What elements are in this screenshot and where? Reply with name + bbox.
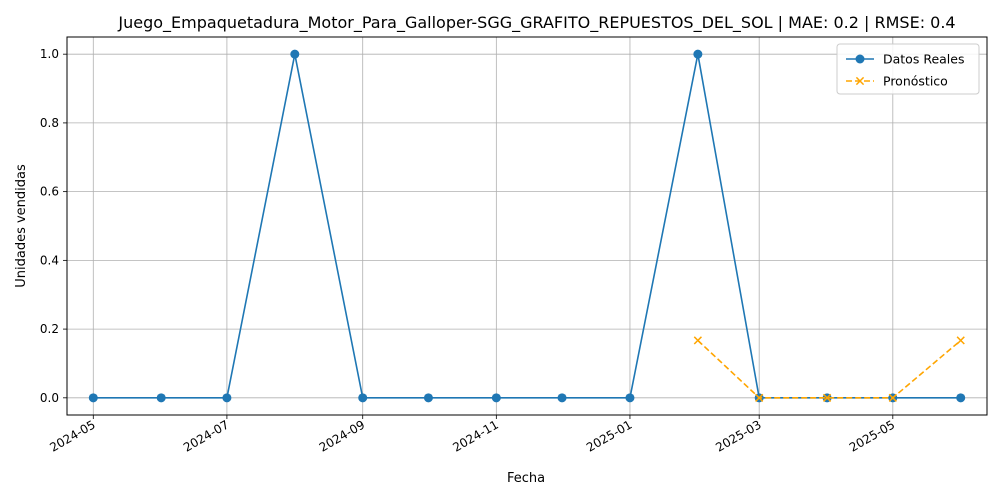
legend-label: Pronóstico [883,74,948,89]
legend-item: Pronóstico [846,74,948,89]
series-1 [693,336,965,402]
data-point [88,393,98,403]
y-axis-title: Unidades vendidas [14,164,29,288]
x-tick-label: 2025-05 [847,417,897,454]
y-tick-label: 0.8 [40,116,59,130]
y-tick-label: 0.4 [40,253,59,267]
data-point [156,393,166,403]
legend-item: Datos Reales [846,52,964,67]
data-point [491,393,501,403]
x-tick-label: 2024-05 [47,417,97,454]
legend: Datos Reales Pronóstico [836,43,980,95]
chart-title: Juego_Empaquetadura_Motor_Para_Galloper-… [117,13,955,33]
data-point [693,49,703,59]
data-point [822,393,832,402]
data-point [358,393,368,403]
ticks: 2024-05 2024-07 2024-09 2024-11 2025-01 2025-… [40,47,897,454]
x-tick-label: 2024-11 [450,417,500,454]
data-point [290,49,300,59]
y-tick-label: 0.2 [40,322,59,336]
data-point [693,336,702,345]
plot-frame [66,36,988,416]
data-point [956,336,965,345]
legend-box [836,43,980,95]
data-point [625,393,635,403]
legend-marker [855,76,865,86]
series-line [697,339,962,399]
x-tick-label: 2025-03 [713,417,763,454]
y-tick-label: 1.0 [40,47,59,61]
x-axis-title: Fecha [507,471,545,486]
legend-marker [855,54,865,64]
x-tick-label: 2025-01 [584,417,634,454]
grid [67,37,987,415]
x-tick-label: 2024-07 [181,417,231,454]
y-tick-label: 0.6 [40,185,59,199]
series-0 [88,49,966,403]
data-point [423,393,433,403]
data-point [557,393,567,403]
data-point [956,393,966,403]
series-line [93,54,961,399]
data-point [755,393,764,402]
data-point [888,393,897,402]
series-layer [88,49,966,403]
legend-label: Datos Reales [883,52,964,67]
y-tick-label: 0.0 [40,391,59,405]
data-point [222,393,232,403]
x-tick-label: 2024-09 [317,417,367,454]
